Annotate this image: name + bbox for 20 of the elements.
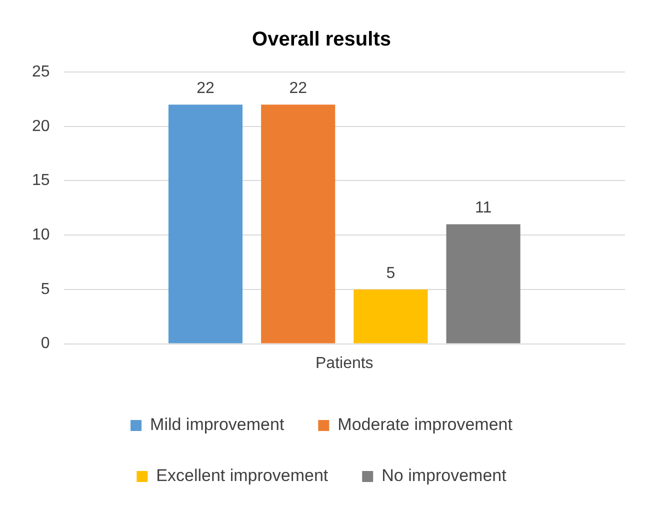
bar — [354, 289, 428, 344]
data-label: 5 — [386, 264, 396, 282]
y-tick-label: 20 — [32, 118, 50, 135]
y-tick-label: 25 — [32, 63, 50, 80]
bar — [446, 224, 520, 344]
x-tick-label: Patients — [315, 354, 374, 372]
data-label: 22 — [196, 80, 214, 98]
y-tick-label: 15 — [32, 172, 50, 190]
data-label: 11 — [474, 200, 492, 217]
data-label: 22 — [289, 80, 308, 98]
bar — [168, 104, 243, 344]
y-tick-label: 0 — [40, 335, 50, 352]
legend-label: No improvement — [382, 466, 507, 486]
legend-label: Excellent improvement — [156, 466, 328, 486]
y-tick-label: 10 — [32, 226, 50, 244]
y-tick-label: 5 — [40, 280, 50, 298]
bar — [261, 104, 336, 344]
chart-title: Overall results — [252, 28, 391, 51]
legend-label: Mild improvement — [150, 415, 284, 434]
legend-label: Moderate improvement — [338, 415, 513, 434]
